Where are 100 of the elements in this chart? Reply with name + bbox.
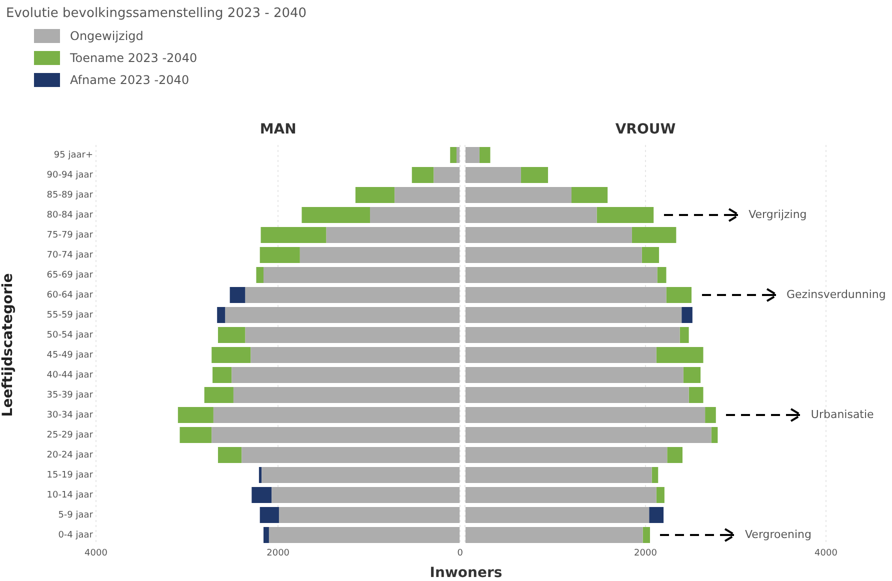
y-tick-label: 60-64 jaar xyxy=(46,290,94,300)
bar xyxy=(683,367,701,383)
bar xyxy=(571,187,608,203)
y-tick-label: 35-39 jaar xyxy=(46,390,94,400)
bar xyxy=(652,467,658,483)
annotation: Vergroening xyxy=(745,528,812,542)
x-tick-label: 4000 xyxy=(84,548,108,559)
bar xyxy=(178,407,214,423)
bar xyxy=(212,427,460,443)
y-tick-label: 55-59 jaar xyxy=(46,310,94,320)
y-tick-label: 25-29 jaar xyxy=(46,430,94,440)
bar xyxy=(466,367,684,383)
bar xyxy=(466,207,597,223)
bar xyxy=(667,447,683,463)
annotation: Urbanisatie xyxy=(810,408,874,422)
bar xyxy=(479,147,490,163)
bar xyxy=(649,507,664,523)
chart-title: MAN xyxy=(260,122,296,138)
bar xyxy=(272,487,460,503)
y-tick-label: 30-34 jaar xyxy=(46,410,94,420)
bar xyxy=(250,347,460,363)
bar xyxy=(466,507,650,523)
bar xyxy=(242,447,460,463)
bar xyxy=(180,427,212,443)
bar xyxy=(412,167,434,183)
bar xyxy=(394,187,460,203)
bar xyxy=(245,327,460,343)
y-tick-label: 0-4 jaar xyxy=(58,530,94,540)
x-tick-label: 4000 xyxy=(814,548,838,559)
bar xyxy=(212,367,232,383)
y-tick-label: 5-9 jaar xyxy=(58,510,94,520)
bar xyxy=(256,267,264,283)
bar xyxy=(657,267,666,283)
bar xyxy=(370,207,460,223)
bar xyxy=(213,407,460,423)
bar xyxy=(656,347,704,363)
bar xyxy=(466,167,521,183)
bar xyxy=(466,527,643,543)
bar xyxy=(466,247,642,263)
bar xyxy=(232,367,460,383)
y-tick-label: 80-84 jaar xyxy=(46,210,94,220)
legend-label: Toename 2023 -2040 xyxy=(70,51,198,65)
bar xyxy=(225,307,460,323)
y-tick-label: 65-69 jaar xyxy=(46,270,94,280)
bar xyxy=(217,307,226,323)
y-tick-label: 45-49 jaar xyxy=(46,350,94,360)
bar xyxy=(278,507,460,523)
y-tick-label: 10-14 jaar xyxy=(46,490,94,500)
y-tick-label: 95 jaar+ xyxy=(54,150,93,160)
bar xyxy=(264,527,269,543)
bar xyxy=(230,287,246,303)
bar xyxy=(688,387,704,403)
bar xyxy=(596,207,654,223)
bar xyxy=(682,307,692,323)
bar xyxy=(260,247,300,263)
bar xyxy=(642,527,650,543)
annotation: Gezinsverdunning xyxy=(786,288,886,302)
bar xyxy=(466,307,682,323)
bar xyxy=(260,507,279,523)
bar xyxy=(466,467,652,483)
bar xyxy=(218,327,246,343)
bar xyxy=(262,467,460,483)
bar xyxy=(264,267,460,283)
y-tick-label: 85-89 jaar xyxy=(46,190,94,200)
legend-label: Ongewijzigd xyxy=(70,29,144,43)
bar xyxy=(268,527,460,543)
bar xyxy=(355,187,395,203)
x-tick-label: 0 xyxy=(457,548,464,559)
bar xyxy=(300,247,460,263)
bar xyxy=(466,427,712,443)
bar xyxy=(466,327,680,343)
bar xyxy=(711,427,718,443)
bar xyxy=(466,347,656,363)
bar xyxy=(212,347,251,363)
bar xyxy=(434,167,460,183)
bar xyxy=(450,147,456,163)
bar xyxy=(456,147,460,163)
legend-label: Afname 2023 -2040 xyxy=(70,73,190,87)
chart-title: VROUW xyxy=(615,122,676,138)
bar xyxy=(233,387,460,403)
bar xyxy=(302,207,370,223)
bar xyxy=(705,407,716,423)
y-tick-label: 90-94 jaar xyxy=(46,170,94,180)
y-tick-label: 15-19 jaar xyxy=(46,470,94,480)
bar xyxy=(258,467,262,483)
bar xyxy=(632,227,676,243)
y-tick-label: 70-74 jaar xyxy=(46,250,94,260)
bar xyxy=(326,227,460,243)
y-tick-label: 50-54 jaar xyxy=(46,330,94,340)
bar xyxy=(466,187,572,203)
legend-title: Evolutie bevolkingssamenstelling 2023 - 2040 xyxy=(6,6,307,21)
bar xyxy=(466,387,689,403)
annotation: Vergrijzing xyxy=(748,208,807,222)
bar xyxy=(642,247,660,263)
bar xyxy=(466,407,706,423)
x-axis-title: Inwoners xyxy=(428,565,504,581)
bar xyxy=(245,287,460,303)
x-tick-label: 2000 xyxy=(634,548,658,559)
bar xyxy=(466,227,632,243)
bar xyxy=(666,287,692,303)
